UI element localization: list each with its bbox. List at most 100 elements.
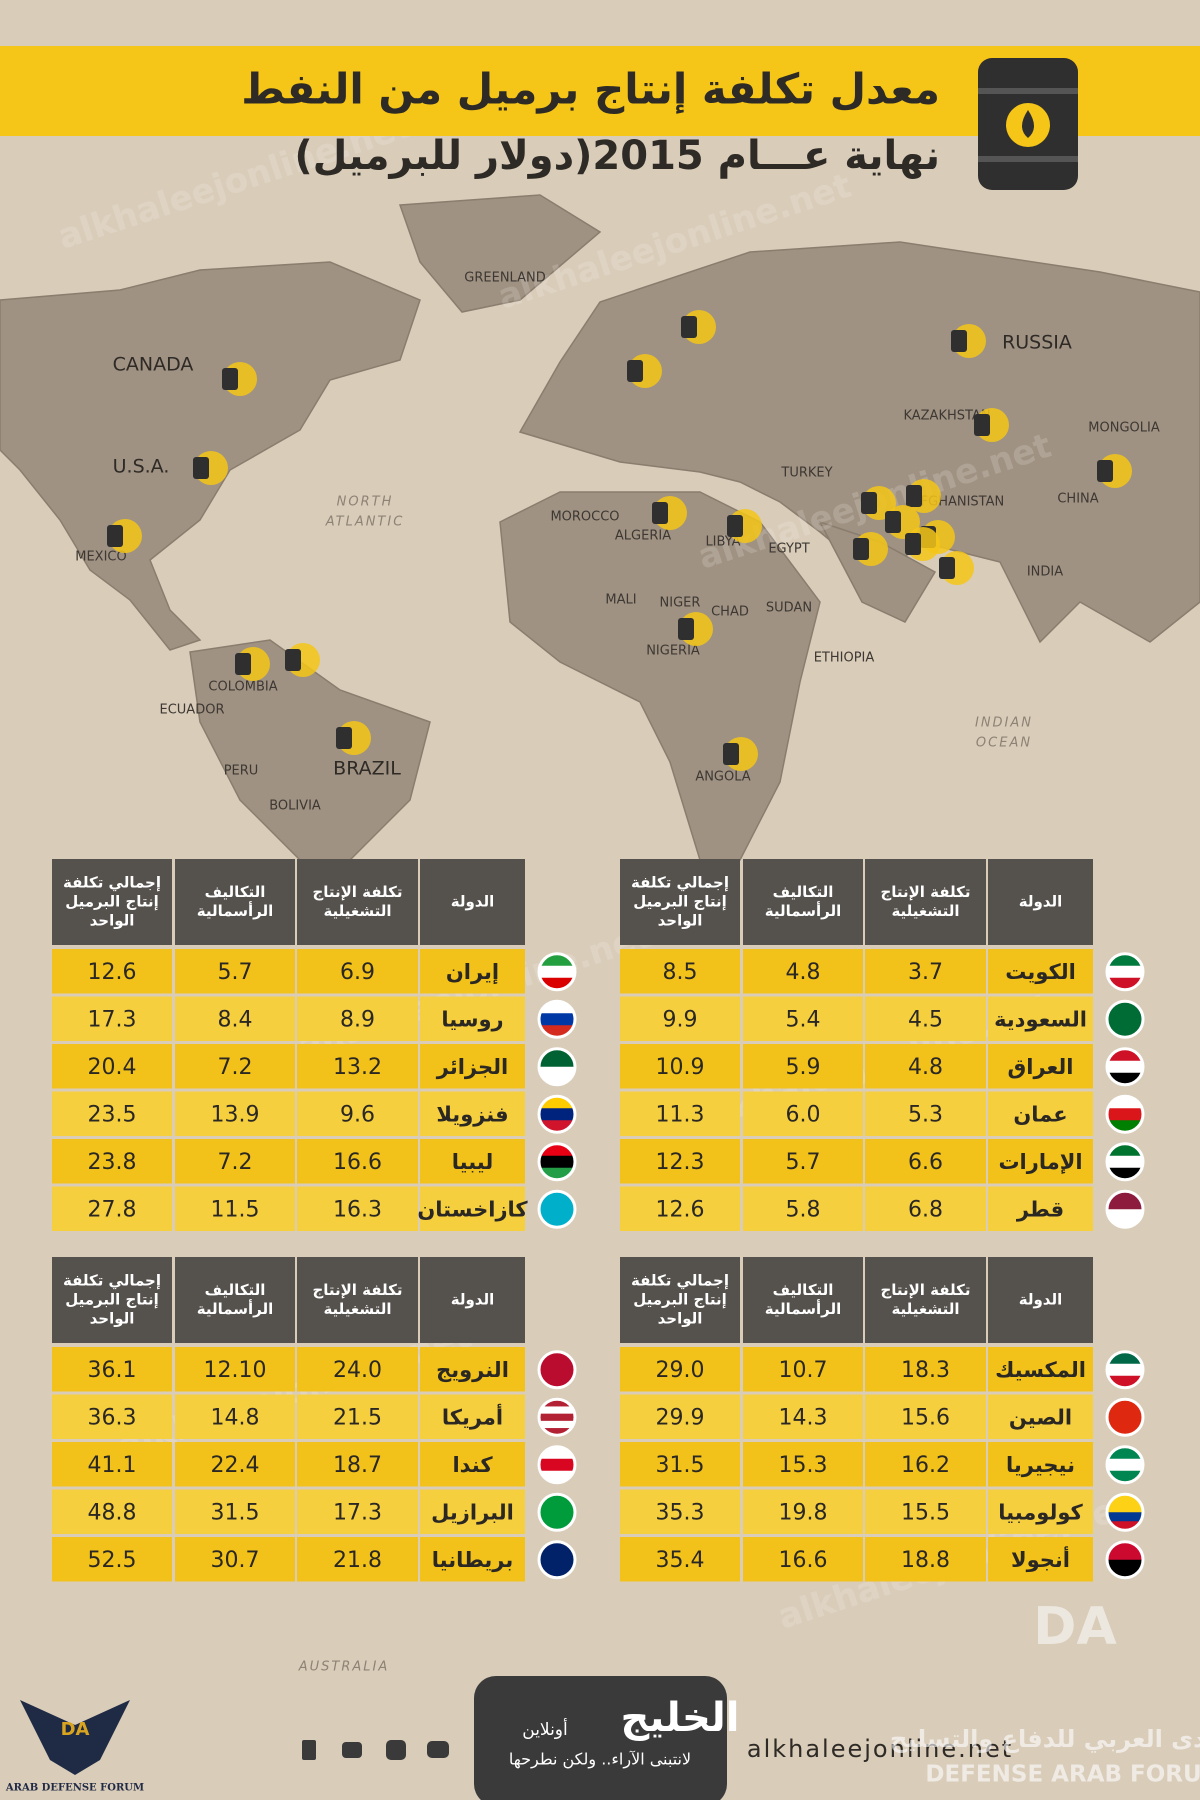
country-name: أمريكا: [442, 1402, 503, 1429]
header-text: التشغيلية: [891, 902, 959, 920]
map-label: BRAZIL: [333, 758, 401, 780]
header-text: الرأسمالية: [765, 901, 842, 920]
cost-value: 16.2: [901, 1453, 950, 1478]
cost-value: 17.3: [88, 1007, 137, 1032]
row-cell: [743, 996, 863, 1041]
subtitle: (دولار للبرميل)نهاية عـــام 2015: [294, 133, 940, 179]
map-label: AUSTRALIA: [298, 1660, 390, 1675]
flag-stripe: [1107, 1363, 1143, 1377]
map-label: KAZAKHSTAN: [903, 409, 990, 424]
cost-value: 19.8: [779, 1500, 828, 1525]
marker-barrel: [193, 457, 209, 479]
cost-value: 17.3: [333, 1500, 382, 1525]
map-label: COLOMBIA: [208, 680, 277, 695]
title: معدل تكلفة إنتاج برميل من النفط: [241, 65, 940, 115]
row-cell: [865, 1186, 986, 1231]
oil-markers: [107, 310, 1132, 771]
header-cell: [297, 1257, 418, 1343]
country-name: الإمارات: [998, 1150, 1082, 1174]
header-cell: [865, 859, 986, 945]
flag-ring: [537, 1350, 577, 1390]
row-cell: [297, 1186, 418, 1231]
map-label: ETHIOPIA: [814, 651, 875, 666]
map-label: OCEAN: [976, 736, 1032, 751]
cost-value: 9.6: [340, 1102, 375, 1127]
map-label: MOROCCO: [550, 510, 619, 525]
map-label: MONGOLIA: [1088, 421, 1160, 436]
row-cell: [743, 1442, 863, 1487]
row-cell: [865, 1044, 986, 1089]
row-cell: [420, 1091, 525, 1136]
row-cell: [620, 996, 740, 1041]
map-label: NIGERIA: [646, 644, 700, 659]
header-text: الواحد: [658, 1310, 703, 1328]
cost-value: 5.7: [218, 960, 253, 985]
map-label: CHINA: [1057, 492, 1098, 507]
map-label: NORTH: [337, 495, 394, 510]
flag-ring: [537, 1189, 577, 1229]
country-name: النرويج: [436, 1358, 509, 1382]
row-cell: [743, 1044, 863, 1089]
row-cell: [175, 996, 295, 1041]
flag-stripe: [1107, 1503, 1143, 1513]
flag-ring: [1105, 1047, 1145, 1087]
marker-barrel: [678, 618, 694, 640]
flag-stripe: [539, 965, 575, 979]
row-cell: [52, 949, 172, 994]
row-cell: [297, 1091, 418, 1136]
cost-value: 52.5: [88, 1548, 137, 1573]
row-cell: [297, 1347, 418, 1392]
country-name: كندا: [452, 1453, 493, 1477]
flag-stripe: [539, 1066, 575, 1085]
marker-barrel: [939, 557, 955, 579]
cost-value: 15.5: [901, 1500, 950, 1525]
row-cell: [865, 1442, 986, 1487]
header-text: الرأسمالية: [197, 901, 274, 920]
cost-value: 14.8: [211, 1405, 260, 1430]
cost-value: 31.5: [211, 1500, 260, 1525]
row-cell: [175, 1347, 295, 1392]
header-text: الدولة: [1019, 893, 1063, 911]
brand-box: [474, 1676, 727, 1800]
header-cell: [620, 859, 740, 945]
cost-value: 8.4: [218, 1007, 253, 1032]
country-name: بريطانيا: [432, 1548, 514, 1572]
row-cell: [297, 1489, 418, 1534]
header-text: إنتاج البرميل: [65, 1291, 159, 1309]
row-cell: [988, 1347, 1093, 1392]
right-logo-mark: DA: [1033, 1597, 1116, 1657]
cost-value: 7.2: [218, 1055, 253, 1080]
header-cell: [620, 1257, 740, 1343]
cost-value: 27.8: [88, 1197, 137, 1222]
row-cell: [865, 1537, 986, 1582]
eurasia: [518, 241, 1200, 644]
row-cell: [988, 1186, 1093, 1231]
row-cell: [297, 1537, 418, 1582]
row-cell: [420, 1139, 525, 1184]
header-text: التكاليف: [205, 1281, 266, 1299]
row-cell: [175, 1489, 295, 1534]
flag-ring: [537, 1094, 577, 1134]
row-cell: [175, 1186, 295, 1231]
footer: الخليج أونلاين لانتبنى الآراء.. ولكن نطر…: [5, 1597, 1200, 1800]
header-text: الدولة: [451, 893, 495, 911]
row-cell: [297, 949, 418, 994]
cost-value: 24.0: [333, 1358, 382, 1383]
barrel-icon: [978, 58, 1078, 190]
flag-ring: [537, 1142, 577, 1182]
marker-barrel: [652, 502, 668, 524]
marker-barrel: [727, 515, 743, 537]
cost-value: 11.5: [211, 1197, 260, 1222]
row-cell: [988, 996, 1093, 1041]
cost-value: 30.7: [211, 1548, 260, 1573]
flag-stripe: [1107, 1191, 1143, 1210]
header-text: تكلفة الإنتاج: [312, 1281, 402, 1299]
cost-value: 22.4: [211, 1453, 260, 1478]
marker-barrel: [681, 316, 697, 338]
flag-stripe: [1107, 1108, 1143, 1121]
flag-stripe: [1107, 1209, 1143, 1228]
flag-stripe: [539, 1399, 575, 1407]
map-label: TURKEY: [780, 466, 832, 481]
row-cell: [620, 1186, 740, 1231]
country-name: فنزويلا: [436, 1102, 508, 1126]
